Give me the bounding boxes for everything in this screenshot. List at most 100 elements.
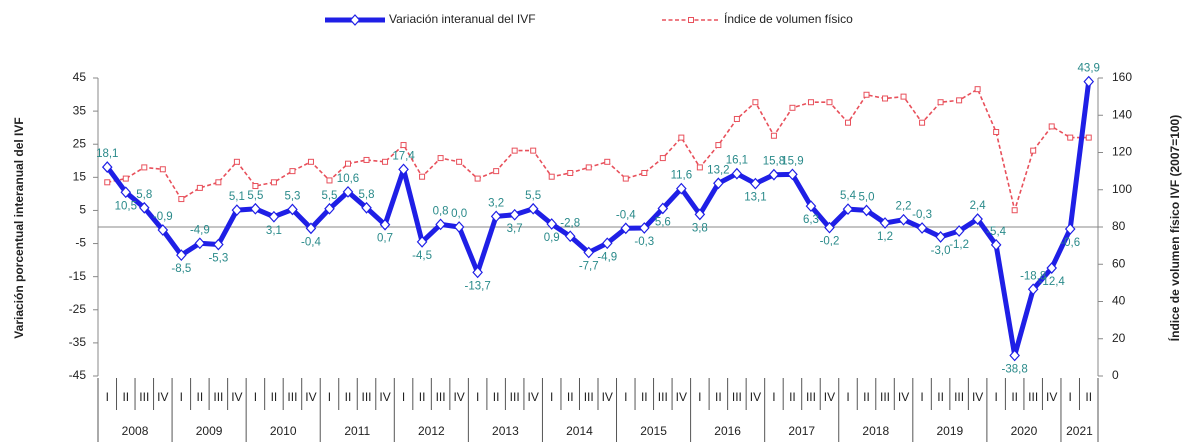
x-tick-label: II: [863, 390, 870, 404]
x-tick-label: IV: [676, 390, 687, 404]
index-marker: [604, 158, 611, 165]
value-label: 5,3: [284, 190, 300, 202]
x-tick-label: IV: [157, 390, 168, 404]
value-label: 3,8: [692, 222, 708, 234]
x-tick-label: III: [1028, 390, 1038, 404]
x-tick-label: I: [106, 390, 109, 404]
variation-marker: [638, 222, 650, 234]
value-label: 0,9: [544, 232, 560, 244]
variation-marker: [750, 177, 761, 190]
y2-tick-label: 100: [1112, 182, 1132, 196]
x-tick-label: I: [1069, 390, 1072, 404]
index-marker: [233, 158, 240, 165]
y2-tick-label: 40: [1112, 294, 1126, 308]
variation-marker: [305, 222, 317, 235]
index-marker: [807, 99, 814, 106]
index-marker: [919, 119, 926, 126]
value-label: 11,6: [671, 170, 693, 182]
x-tick-label: III: [139, 390, 149, 404]
variation-marker: [916, 222, 928, 234]
legend-label: Variación interanual del IVF: [389, 12, 536, 26]
index-marker: [900, 93, 907, 100]
variation-marker: [546, 218, 558, 230]
variation-marker: [657, 202, 669, 215]
x-tick-label: II: [641, 390, 648, 404]
year-label: 2016: [714, 424, 741, 438]
y2-tick-label: 20: [1112, 331, 1126, 345]
x-tick-label: III: [287, 390, 297, 404]
x-tick-label: III: [732, 390, 742, 404]
y-tick-label: 25: [73, 136, 87, 150]
value-label: -0,9: [153, 211, 173, 223]
index-marker: [1067, 134, 1074, 141]
index-marker: [289, 168, 296, 175]
y-tick-label: 35: [73, 103, 87, 117]
year-label: 2011: [344, 424, 370, 438]
value-label: 15,9: [781, 155, 803, 167]
x-tick-label: I: [550, 390, 553, 404]
x-tick-label: IV: [231, 390, 242, 404]
x-tick-label: III: [510, 390, 520, 404]
year-label: 2010: [270, 424, 297, 438]
variation-marker: [435, 218, 446, 231]
index-marker: [752, 99, 759, 106]
x-tick-label: I: [624, 390, 627, 404]
value-label: 2,4: [970, 200, 987, 212]
y2-axis-title: Índice de volumen físico IVF (2007=100): [1167, 115, 1182, 341]
variation-marker: [1027, 283, 1039, 296]
value-label: 0,8: [433, 205, 449, 217]
index-marker: [770, 132, 777, 139]
value-label: -5,4: [986, 226, 1006, 238]
variation-marker: [898, 213, 909, 226]
x-tick-label: I: [920, 390, 923, 404]
variation-marker: [379, 218, 391, 231]
value-label: 13,2: [707, 164, 729, 176]
index-marker: [585, 164, 592, 171]
year-label: 2014: [566, 424, 593, 438]
index-marker: [1085, 134, 1092, 141]
value-label: -8,5: [171, 263, 191, 275]
variation-marker: [342, 186, 354, 198]
variation-marker: [1046, 262, 1058, 274]
index-marker: [511, 147, 518, 154]
legend-marker: [688, 17, 694, 23]
index-marker: [548, 173, 555, 180]
index-marker: [159, 166, 166, 173]
value-label: 6,3: [803, 214, 819, 226]
variation-marker: [583, 246, 595, 259]
index-marker: [993, 129, 1000, 136]
y2-tick-label: 80: [1112, 219, 1126, 233]
value-label: 5,8: [136, 189, 152, 201]
variation-line: [105, 81, 1092, 358]
year-label: 2020: [1011, 424, 1038, 438]
value-label: 0,0: [451, 208, 467, 220]
variation-marker: [731, 167, 743, 180]
x-tick-label: II: [1011, 390, 1018, 404]
index-marker: [1030, 147, 1037, 154]
index-line: [107, 88, 1089, 214]
index-marker: [789, 104, 796, 111]
variation-marker: [805, 200, 817, 213]
year-label: 2017: [788, 424, 815, 438]
year-label: 2013: [492, 424, 519, 438]
x-tick-label: II: [197, 390, 204, 404]
x-tick-label: I: [846, 390, 849, 404]
value-label: 5,5: [247, 190, 263, 202]
x-tick-label: II: [493, 390, 500, 404]
index-marker: [715, 142, 722, 149]
x-tick-label: III: [213, 390, 223, 404]
variation-marker: [509, 208, 520, 221]
value-label: 3,7: [507, 223, 523, 235]
index-marker: [659, 155, 666, 162]
x-tick-label: II: [937, 390, 944, 404]
x-tick-label: I: [476, 390, 479, 404]
variation-marker: [694, 208, 706, 221]
index-marker: [641, 169, 648, 176]
variation-marker: [527, 202, 539, 215]
y-tick-label: -5: [75, 236, 86, 250]
index-marker: [400, 142, 407, 149]
index-marker: [122, 175, 129, 182]
variation-marker: [787, 168, 798, 181]
value-label: 5,4: [840, 190, 857, 202]
